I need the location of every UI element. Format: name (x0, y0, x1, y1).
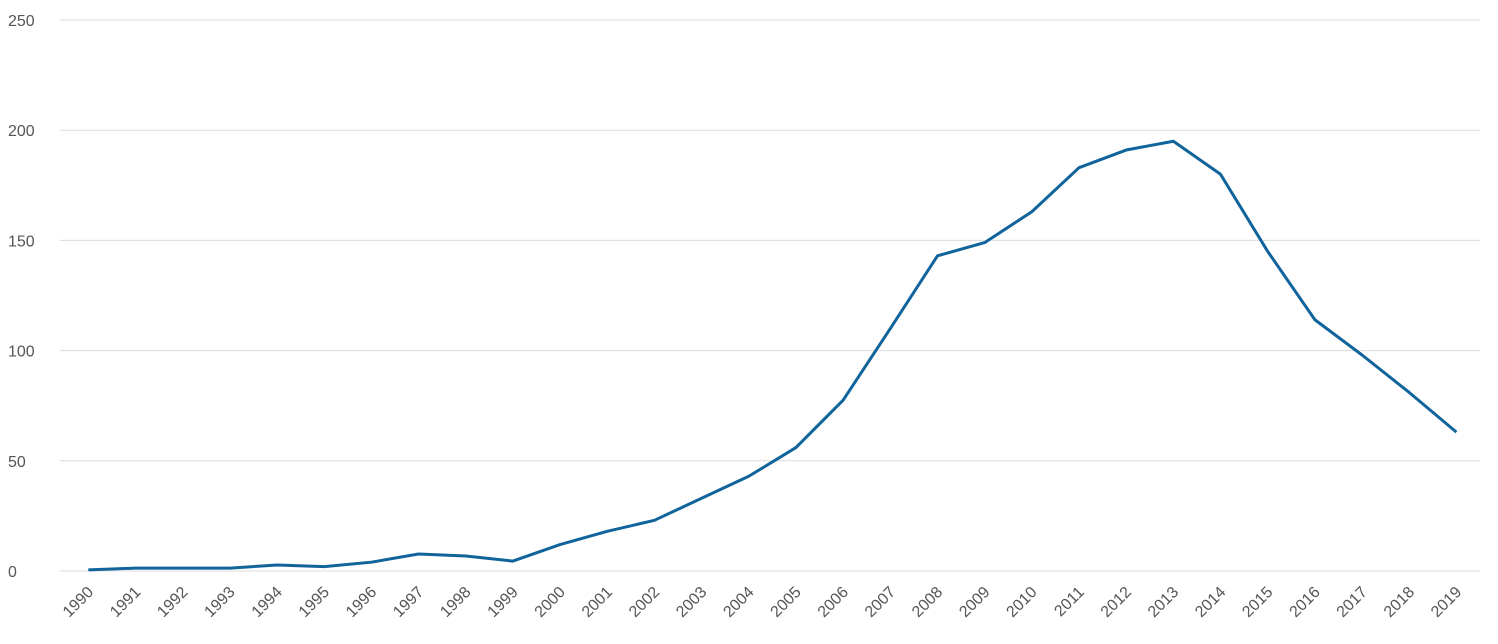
x-tick-label: 2000 (532, 584, 569, 621)
x-tick-label: 1998 (437, 584, 474, 621)
x-tick-label: 2007 (862, 584, 899, 621)
x-tick-label: 2015 (1239, 584, 1276, 621)
x-tick-label: 2008 (909, 584, 946, 621)
x-tick-label: 1996 (343, 584, 380, 621)
x-tick-label: 2017 (1334, 584, 1371, 621)
line (88, 139, 1458, 572)
x-tick-label: 1994 (249, 584, 286, 621)
x-tick-label: 1992 (154, 584, 191, 621)
x-tick-label: 1991 (107, 584, 144, 621)
x-tick-label: 2006 (815, 584, 852, 621)
x-tick-label: 2002 (626, 584, 663, 621)
y-tick-label: 200 (8, 123, 35, 140)
x-tick-label: 2010 (1003, 584, 1040, 621)
x-tick-label: 1990 (60, 584, 97, 621)
x-tick-label: 1999 (485, 584, 522, 621)
y-tick-label: 0 (8, 564, 17, 581)
y-tick-label: 150 (8, 233, 35, 250)
x-tick-label: 2012 (1098, 584, 1135, 621)
x-tick-label: 2004 (720, 584, 757, 621)
x-tick-label: 1997 (390, 584, 427, 621)
y-tick-label: 100 (8, 344, 35, 361)
x-tick-label: 1995 (296, 584, 333, 621)
x-tick-label: 2013 (1145, 584, 1182, 621)
y-tick-label: 50 (8, 454, 26, 471)
x-tick-label: 1993 (201, 584, 238, 621)
x-tick-label: 2016 (1287, 584, 1324, 621)
x-tick-label: 2019 (1428, 584, 1465, 621)
x-tick-label: 2003 (673, 584, 710, 621)
x-tick-label: 2014 (1192, 584, 1229, 621)
x-tick-label: 2011 (1051, 584, 1087, 620)
x-tick-label: 2009 (956, 584, 993, 621)
x-tick-label: 2005 (768, 584, 805, 621)
x-tick-label: 2018 (1381, 584, 1418, 621)
x-tick-label: 2001 (579, 584, 616, 621)
y-tick-label: 250 (8, 13, 35, 30)
